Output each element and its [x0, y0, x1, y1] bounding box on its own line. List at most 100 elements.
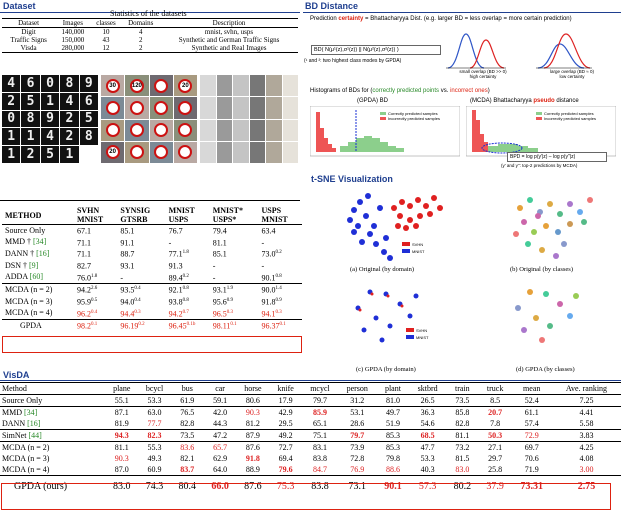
visda-sample-image — [233, 97, 249, 119]
result-number: 93.8 — [168, 297, 183, 307]
section-title-dataset: Dataset — [3, 1, 36, 11]
visda-value: 88.6 — [385, 465, 400, 474]
visda-value: 42.0 — [203, 406, 237, 418]
result-stddev: 0.3 — [226, 309, 233, 315]
visda-value: 88.9 — [245, 465, 260, 474]
result-number: 90.0 — [261, 285, 276, 295]
digit-sample-image: 4 — [60, 92, 79, 110]
result-value: 95.60.9 — [210, 296, 259, 308]
visda-sample-image — [282, 97, 298, 119]
visda-value: 85.8 — [445, 406, 479, 418]
citation-link[interactable]: [16] — [36, 249, 50, 259]
visda-value: 70.6 — [524, 454, 539, 463]
visda-header-cell: Method — [0, 382, 106, 395]
result-number: 98.11 — [212, 321, 231, 331]
result-number: 92.1 — [168, 285, 183, 295]
result-value: 91.1 — [117, 237, 165, 249]
results-row: GPDA 98.20.1 96.190.2 96.450.1b 98.110.1 96.3… — [2, 319, 302, 332]
citation-link[interactable]: [34] — [24, 408, 38, 417]
visda-value: 37.9 — [478, 475, 512, 498]
result-value: 98.110.1 — [209, 319, 259, 332]
visda-sample-image — [216, 119, 232, 141]
visda-sample-image — [249, 75, 265, 97]
results-header-cell: SYNSIG GTSRB — [117, 206, 165, 225]
visda-value: 73.5 — [455, 396, 470, 405]
visda-sample-image — [216, 97, 232, 119]
citation-link[interactable]: [60] — [29, 272, 43, 282]
result-number: 76.7 — [168, 226, 183, 236]
tsne-caption-a: (a) Original (by domain) — [350, 266, 415, 273]
visda-value: 83.6 — [170, 441, 204, 453]
result-value: 98.20.1 — [73, 319, 118, 332]
digit-sample-image: 5 — [21, 92, 40, 110]
visda-value: 80.6 — [245, 396, 260, 405]
stats-header-cell: Description — [160, 18, 298, 28]
digit-sample-image: 5 — [79, 110, 98, 128]
stats-row: Visda 280,000 12 2 Synthetic and Real Images — [2, 44, 298, 53]
result-stddev: 1.9 — [226, 286, 233, 292]
visda-row: Source Only 55.1 53.3 61.9 59.1 80.6 17.9 79.7 3… — [0, 395, 621, 407]
digit-sample-image: 8 — [79, 128, 98, 146]
section-rule-visda — [0, 380, 621, 381]
visda-value: 59.1 — [213, 396, 228, 405]
results-header-line2: USPS — [168, 215, 189, 224]
visda-value: 17.9 — [278, 396, 293, 405]
result-stddev: 1.8 — [90, 273, 98, 279]
result-value: 93.11.9 — [209, 283, 259, 296]
result-number: 98.2 — [76, 321, 91, 331]
result-number: 96.37 — [261, 321, 280, 331]
citation-link[interactable]: [34] — [33, 237, 47, 247]
visda-value: 68.5 — [409, 429, 446, 442]
digit-sample-image: 9 — [79, 75, 98, 92]
digit-sample-image: 0 — [2, 110, 21, 128]
visda-value: 83.7 — [180, 465, 195, 474]
result-number: - — [261, 261, 265, 271]
visda-row: MCDA (n = 4) 87.0 60.9 83.7 64.0 88.9 79.6 84.7… — [0, 464, 621, 476]
visda-value: 82.8 — [455, 419, 470, 428]
citation-link[interactable]: [44] — [28, 431, 42, 440]
result-value: - — [210, 260, 259, 272]
visda-value: 49.7 — [376, 406, 410, 418]
result-stddev: 0.1 — [279, 322, 286, 328]
citation-link[interactable]: [16] — [27, 419, 41, 428]
stats-cell: Synthetic and German Traffic Signs — [178, 36, 280, 44]
visda-header-cell: sktbrd — [409, 382, 446, 395]
traffic-sign-sample-image: 20 — [173, 75, 197, 97]
results-header-line1: MNIST* — [212, 206, 243, 215]
citation-link[interactable]: [9] — [29, 260, 39, 270]
result-value: - — [166, 237, 210, 249]
results-header-line2: MNIST — [76, 215, 104, 224]
visda-value: 91.8 — [245, 454, 260, 463]
visda-value: 65.1 — [312, 419, 327, 428]
stats-cell: 150,000 — [61, 36, 85, 44]
result-stddev: 0.9 — [275, 297, 282, 303]
result-number: 93.5 — [120, 285, 135, 295]
traffic-sign-icon — [129, 145, 144, 160]
stats-cell: 140,000 — [61, 28, 85, 36]
visda-value: 81.2 — [245, 419, 260, 428]
traffic-sign-sample-image — [101, 97, 125, 119]
result-value: 79.4 — [209, 223, 259, 237]
stats-cell: Synthetic and Real Images — [160, 44, 298, 53]
visda-value: 57.4 — [524, 419, 539, 428]
hist2-label: (MCDA) Bhattacharyya pseudo distance — [470, 98, 579, 104]
visda-value: 51.9 — [385, 419, 400, 428]
stats-header-cell: classes — [90, 18, 122, 28]
visda-sample-image — [233, 75, 249, 97]
visda-header-cell: knife — [269, 382, 303, 395]
visda-value: 50.3 — [478, 429, 512, 442]
result-stddev: 0.8 — [182, 297, 189, 303]
traffic-sign-icon — [154, 145, 169, 160]
result-value: - — [117, 272, 165, 284]
visda-row: DANN [16] 81.9 77.7 82.8 44.3 81.2 29.5 65.1 28.… — [0, 418, 621, 430]
visda-header-cell: truck — [478, 382, 512, 395]
visda-value: 82.8 — [180, 419, 195, 428]
visda-value: 44.3 — [213, 419, 228, 428]
visda-value: 75.3 — [269, 475, 303, 498]
tsne-gpda-by-classes — [515, 289, 579, 343]
bpd-formula-box: BPD = log p(y'|z) – log p(y''|z) — [507, 152, 607, 162]
tsne-legend-mnist: MNIST — [412, 249, 425, 254]
tsne-gpda-legend-svhn: SVHN — [416, 328, 427, 333]
results-header-cell: USPS MNIST — [259, 206, 302, 225]
result-number: - — [120, 273, 124, 283]
